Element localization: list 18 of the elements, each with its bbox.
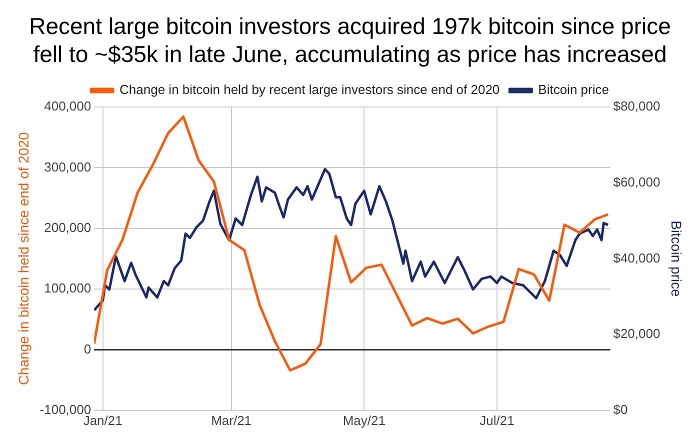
y2-tick-label: $40,000 (613, 250, 660, 266)
x-tick-label: Mar/21 (211, 412, 252, 428)
y-axis-title: Change in bitcoin held since end of 2020 (15, 132, 32, 386)
y-tick-label: 100,000 (44, 280, 92, 296)
y-tick-label: 200,000 (44, 220, 92, 235)
y2-tick-label: $20,000 (613, 326, 660, 342)
x-tick-label: Jul/21 (480, 412, 514, 428)
y2-tick-label: $80,000 (613, 98, 660, 114)
y2-tick-label: $60,000 (613, 174, 660, 190)
legend-label: Change in bitcoin held by recent large investors since end of 2020 (120, 82, 500, 98)
y-tick-label: 0 (84, 341, 92, 356)
y2-axis-title: Bitcoin price (668, 220, 685, 298)
y-tick-label: 300,000 (44, 159, 92, 174)
legend-label: Bitcoin price (538, 82, 609, 98)
x-tick-label: May/21 (342, 412, 386, 428)
chart-title: Recent large bitcoin investors acquired 197k bitcoin since price fell to ~$35k in late June, accumulating as price has increased (28, 12, 672, 69)
y-tick-label: 400,000 (44, 98, 92, 114)
y2-tick-label: $0 (613, 402, 628, 417)
